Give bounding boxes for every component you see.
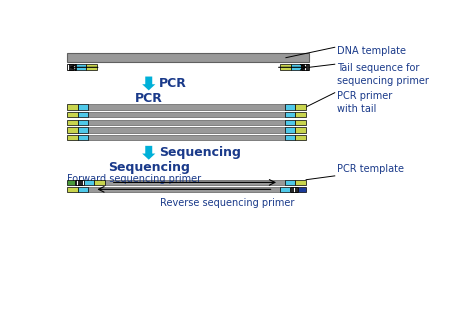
Bar <box>279 64 290 70</box>
Bar <box>88 187 279 192</box>
Bar <box>75 180 83 185</box>
Bar <box>78 187 88 192</box>
Text: Tail sequence for
sequencing primer: Tail sequence for sequencing primer <box>337 63 428 86</box>
Bar <box>104 180 285 185</box>
Bar <box>285 112 295 117</box>
Bar <box>285 135 295 140</box>
Bar <box>88 135 285 140</box>
Text: PCR: PCR <box>159 77 186 90</box>
Text: Forward sequencing primer: Forward sequencing primer <box>67 174 201 184</box>
Bar <box>67 135 78 140</box>
Bar <box>67 120 78 125</box>
Bar <box>78 127 88 133</box>
Bar <box>93 180 104 185</box>
Bar <box>88 127 285 133</box>
Bar <box>67 112 78 117</box>
Bar <box>86 64 97 70</box>
Bar <box>78 112 88 117</box>
Bar <box>279 187 289 192</box>
Text: Sequencing: Sequencing <box>159 146 240 159</box>
Bar <box>295 135 306 140</box>
Bar <box>76 64 86 70</box>
Bar <box>295 104 306 110</box>
Text: PCR: PCR <box>135 92 162 105</box>
Bar <box>67 104 78 110</box>
Bar <box>295 127 306 133</box>
Bar <box>298 187 306 192</box>
Bar <box>67 180 75 185</box>
Bar <box>300 64 308 70</box>
Bar <box>285 104 295 110</box>
Bar <box>88 120 285 125</box>
Bar <box>67 64 76 70</box>
Bar <box>295 180 306 185</box>
Bar <box>88 104 285 110</box>
Bar <box>285 180 295 185</box>
Bar <box>295 112 306 117</box>
Text: Reverse sequencing primer: Reverse sequencing primer <box>160 198 294 208</box>
Bar <box>88 112 285 117</box>
Text: PCR primer
with tail: PCR primer with tail <box>337 91 391 114</box>
Bar <box>67 54 308 62</box>
Bar <box>83 180 93 185</box>
Bar <box>285 120 295 125</box>
Bar <box>289 187 298 192</box>
Bar <box>67 127 78 133</box>
Bar <box>78 120 88 125</box>
Text: PCR template: PCR template <box>337 164 403 174</box>
Polygon shape <box>142 76 155 90</box>
Text: DNA template: DNA template <box>337 46 405 56</box>
Bar <box>285 127 295 133</box>
Bar <box>295 120 306 125</box>
Polygon shape <box>142 146 155 160</box>
Bar <box>78 135 88 140</box>
Bar <box>290 64 300 70</box>
Bar <box>78 104 88 110</box>
Bar <box>67 187 78 192</box>
Text: Sequencing: Sequencing <box>108 161 189 174</box>
